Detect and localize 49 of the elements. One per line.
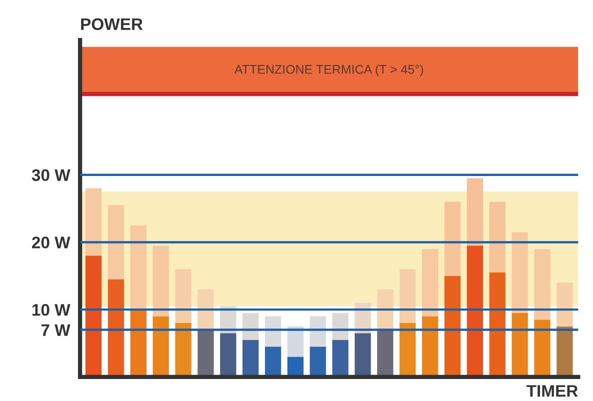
y-tick-label: 30 W [32, 169, 70, 182]
band-label: ATTENZIONE TERMICA (T > 45°) [234, 64, 424, 76]
bar [198, 289, 214, 330]
bar [377, 330, 394, 377]
bar [220, 333, 236, 377]
bar [332, 340, 348, 377]
bar [466, 246, 484, 377]
bar [556, 282, 573, 326]
bar [556, 326, 573, 377]
bar [85, 256, 102, 377]
y-tick-label: 20 W [32, 236, 70, 248]
bar [130, 310, 146, 377]
bar [310, 346, 326, 377]
bar [422, 248, 438, 316]
bar [287, 356, 304, 377]
bar [152, 246, 169, 316]
bar [264, 346, 282, 377]
bar [198, 330, 214, 377]
bar [242, 312, 259, 340]
bar [534, 320, 550, 377]
bar [242, 340, 259, 377]
bar [400, 269, 416, 324]
bar [444, 276, 461, 377]
bar [310, 316, 326, 347]
x-axis-title: TIMER [526, 385, 578, 397]
bar [264, 316, 282, 347]
bar [108, 205, 124, 280]
y-axis-title: POWER [81, 18, 143, 30]
bar [175, 323, 192, 377]
bar [377, 289, 394, 330]
bar [130, 225, 146, 310]
y-tick-label: 7 W [41, 324, 70, 336]
bar [512, 312, 528, 377]
bar [108, 279, 124, 377]
bar [489, 272, 506, 377]
bar [400, 323, 416, 377]
bar [175, 269, 192, 324]
bar [287, 326, 304, 357]
bar [152, 316, 169, 377]
bar [534, 248, 550, 320]
bar [512, 232, 528, 313]
bar [422, 316, 438, 377]
bar [354, 333, 371, 377]
bar [444, 202, 461, 276]
y-tick-label: 10 W [32, 304, 70, 316]
bar [489, 202, 506, 273]
bar [332, 312, 348, 340]
bar [466, 178, 484, 246]
bar [85, 188, 102, 256]
